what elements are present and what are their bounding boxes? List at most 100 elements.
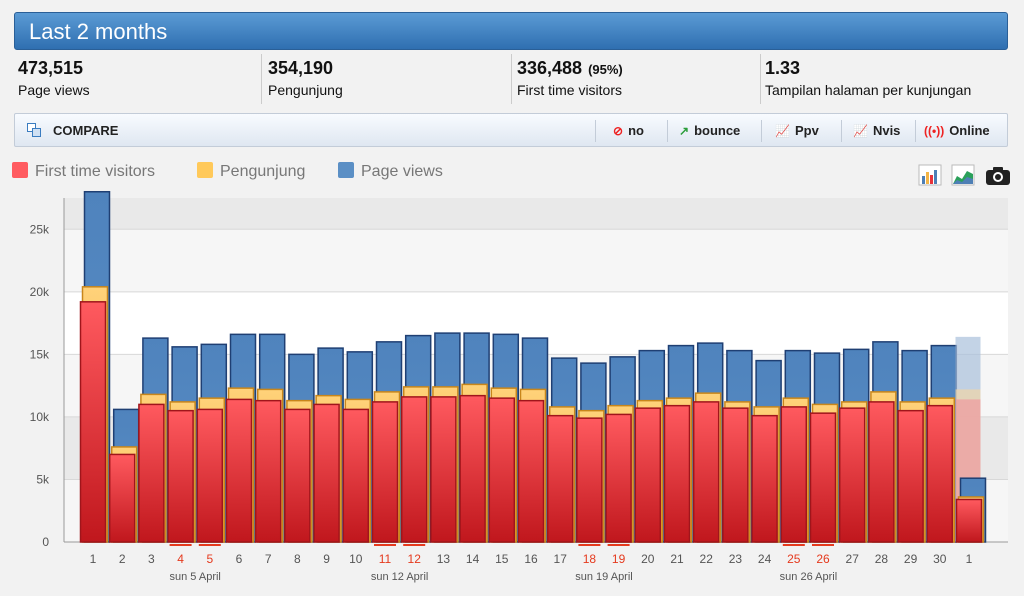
weekend-marker — [782, 544, 805, 546]
bar-first-time-visitors — [868, 401, 895, 543]
bar-first-time-visitors — [780, 406, 808, 543]
x-tick-label: 25 — [787, 552, 801, 566]
bar-first-time-visitors — [225, 398, 253, 543]
legend-item-first-time-visitors[interactable]: First time visitors — [12, 162, 155, 181]
stat-pages-per-visit: 1.33 Tampilan halaman per kunjungan — [761, 54, 1008, 104]
x-tick-label: 5 — [206, 552, 213, 566]
week-label: sun 5 April — [170, 571, 221, 583]
stat-value: 1.33 — [765, 58, 801, 78]
compare-button[interactable]: COMPARE — [53, 123, 119, 138]
divider — [841, 120, 842, 142]
x-tick-label: 23 — [729, 552, 743, 566]
stat-value: 473,515 — [18, 58, 84, 78]
bar-first-time-visitors — [138, 403, 165, 543]
x-tick-label: 12 — [408, 552, 422, 566]
bar-first-time-visitors — [634, 407, 662, 543]
bar-first-time-visitors — [809, 412, 837, 543]
no-icon: ⊘ — [613, 124, 624, 138]
bounce-icon: ↗ — [679, 124, 690, 138]
x-tick-label: 6 — [236, 552, 243, 566]
x-tick-label: 29 — [904, 552, 918, 566]
x-tick-label: 26 — [816, 552, 830, 566]
stat-label: First time visitors — [517, 82, 622, 98]
no-button[interactable]: ⊘ no — [613, 123, 644, 138]
legend-swatch — [338, 162, 354, 178]
legend-item-page-views[interactable]: Page views — [338, 162, 443, 181]
x-tick-label: 22 — [700, 552, 714, 566]
weekend-marker — [607, 544, 630, 546]
compare-icon[interactable] — [27, 123, 41, 137]
x-tick-label: 11 — [379, 552, 392, 566]
x-tick-label: 2 — [119, 552, 126, 566]
bar-first-time-visitors — [488, 397, 516, 543]
stat-pengunjung: 354,190 Pengunjung — [264, 54, 512, 104]
stat-label: Tampilan halaman per kunjungan — [765, 82, 972, 98]
grid-band — [64, 198, 1008, 230]
x-tick-label: 8 — [294, 552, 301, 566]
stat-page-views: 473,515 Page views — [14, 54, 262, 104]
stat-label: Pengunjung — [268, 82, 343, 98]
x-tick-label: 10 — [349, 552, 363, 566]
x-tick-label: 21 — [670, 552, 684, 566]
y-tick-label: 25k — [30, 222, 50, 236]
week-label: sun 26 April — [780, 571, 837, 583]
x-tick-label: 27 — [846, 552, 860, 566]
bar-first-time-visitors — [926, 404, 954, 543]
bar-first-time-visitors — [722, 407, 749, 543]
y-tick-label: 20k — [30, 285, 50, 299]
bar-first-time-visitors — [692, 401, 720, 543]
bar-first-time-visitors — [284, 408, 311, 543]
bar-first-time-visitors — [167, 409, 194, 543]
camera-icon[interactable] — [984, 164, 1012, 186]
x-tick-label: 1 — [966, 552, 973, 566]
x-tick-label: 13 — [437, 552, 451, 566]
bar-chart-icon[interactable] — [918, 164, 942, 186]
ppv-button[interactable]: 📈 Ppv — [775, 123, 819, 138]
bar-first-time-visitors — [838, 407, 866, 543]
stat-label: Page views — [18, 82, 90, 98]
weekend-marker — [374, 544, 396, 546]
bar-first-time-visitors — [663, 404, 691, 543]
stat-percent: (95%) — [588, 62, 623, 77]
bar-first-time-visitors — [79, 301, 107, 543]
divider — [595, 120, 596, 142]
bar-first-time-visitors — [430, 396, 457, 543]
weekend-marker — [403, 544, 426, 546]
y-tick-label: 15k — [30, 347, 50, 361]
area-chart-icon[interactable] — [951, 164, 975, 186]
y-tick-label: 0 — [42, 535, 49, 549]
legend-swatch — [197, 162, 213, 178]
bar-first-time-visitors — [254, 399, 282, 543]
x-tick-label: 19 — [612, 552, 626, 566]
page-title: Last 2 months — [29, 19, 168, 44]
x-tick-label: 18 — [583, 552, 597, 566]
week-label: sun 12 April — [371, 571, 428, 583]
bar-first-time-visitors — [517, 399, 545, 543]
y-tick-label: 10k — [30, 410, 50, 424]
stat-value: 354,190 — [268, 58, 334, 78]
y-tick-label: 5k — [36, 472, 50, 486]
x-tick-label: 30 — [933, 552, 947, 566]
weekend-marker — [198, 544, 221, 546]
bar-first-time-visitors — [371, 401, 399, 543]
divider — [761, 120, 762, 142]
x-tick-label: 15 — [495, 552, 509, 566]
legend-item-pengunjung[interactable]: Pengunjung — [197, 162, 305, 181]
online-icon: ((•)) — [924, 124, 945, 138]
bar-first-time-visitors — [313, 403, 340, 543]
stat-value: 336,488 (95%) — [517, 58, 623, 78]
bounce-button[interactable]: ↗ bounce — [679, 123, 741, 138]
divider — [915, 120, 916, 142]
ppv-icon: 📈 — [775, 124, 790, 138]
x-tick-label: 17 — [554, 552, 568, 566]
bar-first-time-visitors — [400, 396, 428, 543]
nvis-icon: 📈 — [853, 124, 868, 138]
x-tick-label: 20 — [641, 552, 655, 566]
online-button[interactable]: ((•)) Online — [924, 123, 990, 138]
nvis-button[interactable]: 📈 Nvis — [853, 123, 901, 138]
stat-first-time-visitors: 336,488 (95%) First time visitors — [513, 54, 761, 104]
x-tick-label: 7 — [265, 552, 272, 566]
x-tick-label: 28 — [875, 552, 889, 566]
week-label: sun 19 April — [575, 571, 632, 583]
